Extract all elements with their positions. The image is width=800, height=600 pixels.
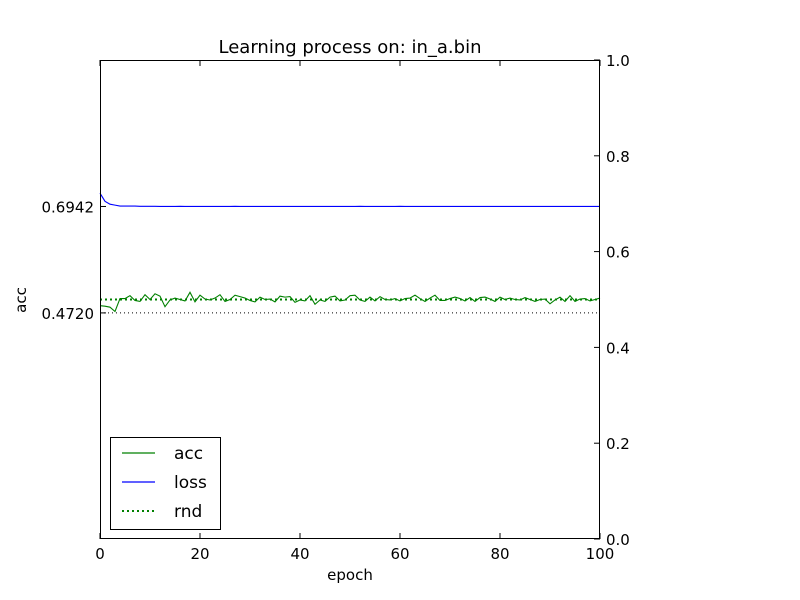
y-right-tick-label: 0.4: [606, 339, 630, 357]
x-tick-label: 20: [190, 545, 209, 563]
y-right-tick-label: 0.2: [606, 435, 630, 453]
y-left-axis-ticks: 0.6942 0.4720: [42, 198, 106, 323]
series-lines: [99, 192, 601, 313]
plot-frame: [100, 60, 600, 539]
x-tick-label: 80: [490, 545, 509, 563]
y-right-tick-label: 0.8: [606, 148, 630, 166]
chart-title: Learning process on: in_a.bin: [219, 37, 482, 58]
legend: acc loss rnd: [110, 437, 221, 530]
y-left-tick-label: 0.6942: [42, 198, 95, 216]
y-right-tick-label: 0.6: [606, 244, 630, 262]
x-tick-label: 60: [390, 545, 409, 563]
y-right-axis-ticks: 0.0 0.2 0.4 0.6 0.8 1.0: [594, 52, 630, 549]
y-left-tick-label: 0.4720: [42, 305, 95, 323]
y-right-tick-label: 0.0: [606, 531, 630, 549]
legend-label-acc: acc: [174, 444, 203, 464]
series-line-acc: [99, 291, 601, 313]
legend-label-loss: loss: [174, 473, 207, 493]
y-axis-label: acc: [12, 287, 30, 313]
series-line-loss: [99, 192, 600, 208]
x-tick-label: 40: [290, 545, 309, 563]
x-tick-label: 100: [586, 545, 615, 563]
x-tick-label: 0: [95, 545, 105, 563]
x-axis-label: epoch: [327, 566, 373, 584]
legend-label-rnd: rnd: [174, 502, 202, 522]
x-axis-ticks: 0 20 40 60 80 100: [95, 60, 614, 563]
y-right-tick-label: 1.0: [606, 52, 630, 70]
